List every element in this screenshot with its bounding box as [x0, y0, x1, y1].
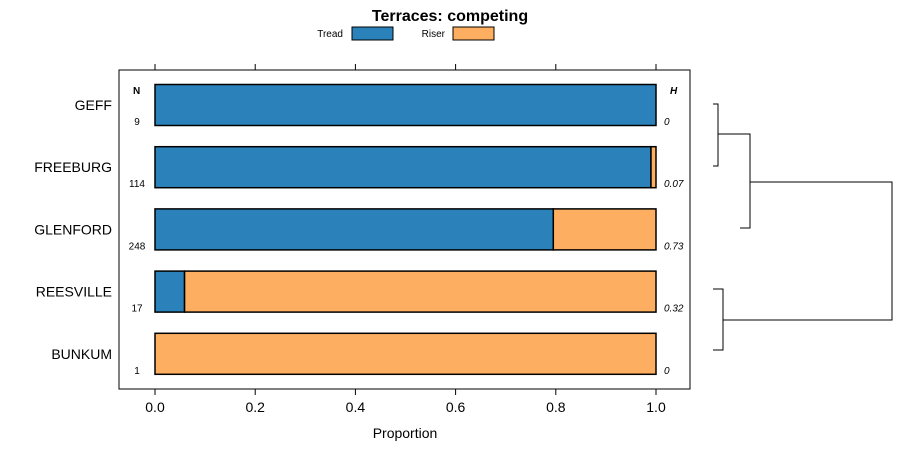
h-value-freeburg: 0.07: [664, 179, 684, 190]
n-value-freeburg: 114: [129, 179, 145, 190]
category-label-freeburg: FREEBURG: [34, 159, 112, 175]
x-axis: 0.0 0.2 0.4 0.6 0.8 1.0: [145, 64, 666, 415]
x-tick-label: 0.8: [546, 399, 566, 415]
h-value-reesville: 0.32: [664, 304, 684, 315]
legend: Tread Riser: [317, 26, 495, 41]
bar-freeburg-riser: [650, 145, 657, 189]
bar-geff-tread: [154, 83, 657, 127]
category-label-geff: GEFF: [75, 97, 112, 113]
n-value-glenford: 248: [129, 241, 146, 252]
x-axis-label: Proportion: [373, 425, 438, 441]
n-value-geff: 9: [134, 117, 140, 128]
category-label-bunkum: BUNKUM: [51, 346, 112, 362]
h-column-header: H: [670, 86, 678, 97]
chart-title: Terraces: competing: [372, 8, 528, 25]
category-label-glenford: GLENFORD: [34, 221, 112, 237]
count-and-h-labels: 9 0 114 0.07 248 0.73 17 0.32 1 0: [129, 117, 684, 377]
n-value-bunkum: 1: [134, 366, 140, 377]
category-labels: GEFF FREEBURG GLENFORD REESVILLE BUNKUM: [34, 97, 112, 362]
bar-glenford-tread: [154, 208, 555, 251]
bar-bunkum-riser: [154, 332, 657, 376]
dendrogram-link: [713, 103, 719, 167]
plot-frame: [118, 69, 691, 390]
h-value-bunkum: 0: [664, 366, 670, 377]
bar-freeburg-tread: [154, 145, 652, 189]
x-tick-label: 1.0: [646, 399, 666, 415]
x-tick-label: 0.4: [346, 399, 366, 415]
n-value-reesville: 17: [131, 304, 143, 315]
bars-group: [154, 83, 657, 376]
h-value-glenford: 0.73: [664, 241, 684, 252]
x-tick-label: 0.2: [245, 399, 265, 415]
bar-glenford-riser: [552, 208, 657, 251]
n-column-header: N: [133, 86, 140, 97]
dendrogram: [713, 103, 893, 351]
bar-reesville-riser: [183, 270, 657, 313]
dendrogram-link: [718, 133, 751, 229]
legend-label-riser: Riser: [422, 29, 446, 40]
category-label-reesville: REESVILLE: [36, 284, 112, 300]
bar-reesville-tread: [154, 270, 186, 313]
legend-swatch-riser: [452, 26, 495, 41]
dendrogram-link: [713, 288, 724, 351]
legend-label-tread: Tread: [317, 29, 343, 40]
dendrogram-link: [723, 181, 893, 321]
legend-swatch-tread: [351, 26, 394, 41]
h-value-geff: 0: [664, 117, 670, 128]
x-tick-label: 0.6: [446, 399, 466, 415]
x-tick-label: 0.0: [145, 399, 165, 415]
